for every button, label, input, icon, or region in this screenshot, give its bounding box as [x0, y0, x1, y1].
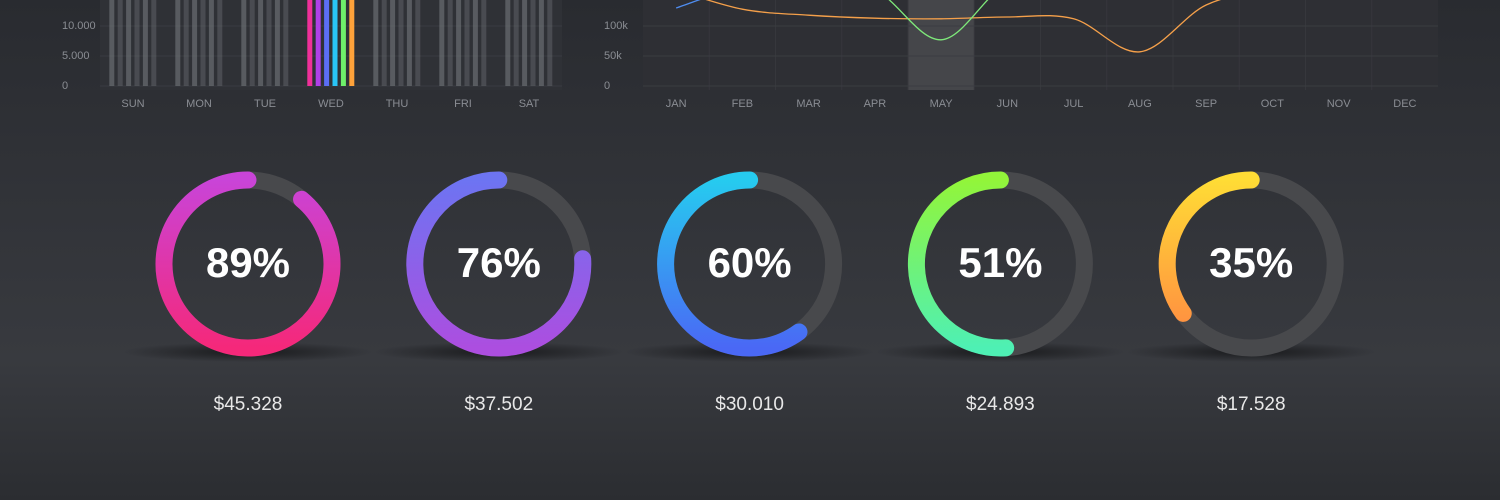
percent-label: 51% — [958, 239, 1042, 286]
bar — [117, 0, 123, 86]
y-tick-label: 15.000 — [62, 0, 96, 2]
percent-label: 89% — [206, 239, 290, 286]
percent-label: 35% — [1209, 239, 1293, 286]
y-tick-label: 5.000 — [62, 50, 90, 62]
x-tick-label: AUG — [1128, 98, 1152, 110]
x-tick-label: FEB — [732, 98, 753, 110]
x-tick-label: APR — [864, 98, 887, 110]
x-tick-label: WED — [318, 98, 344, 110]
bar — [538, 0, 544, 86]
bar — [381, 0, 387, 86]
bar — [464, 0, 470, 86]
amount-label: $24.893 — [966, 394, 1035, 415]
bar — [134, 0, 140, 86]
bar — [481, 0, 487, 86]
bar — [200, 0, 206, 86]
gauge-arc — [907, 171, 1015, 357]
bar — [192, 0, 198, 86]
bar — [547, 0, 553, 86]
bar — [142, 0, 148, 86]
x-tick-label: MON — [186, 98, 212, 110]
bar — [208, 0, 214, 86]
bar — [241, 0, 247, 86]
bar-plot-area — [100, 0, 562, 90]
bar — [415, 0, 421, 86]
x-tick-label: DEC — [1393, 98, 1416, 110]
bar — [307, 0, 313, 86]
x-tick-label: JUN — [997, 98, 1018, 110]
gauge-arc — [1158, 171, 1260, 322]
bar — [439, 0, 445, 86]
bar — [315, 0, 321, 86]
x-tick-label: SEP — [1195, 98, 1217, 110]
percent-label: 76% — [457, 239, 541, 286]
amount-label: $37.502 — [464, 394, 533, 415]
bar — [406, 0, 412, 86]
gauge-arc — [155, 171, 341, 357]
bar — [398, 0, 404, 86]
percent-label: 60% — [708, 239, 792, 286]
x-tick-label: JUL — [1064, 98, 1084, 110]
bar — [274, 0, 280, 86]
bar — [373, 0, 379, 86]
line — [705, 0, 1221, 53]
x-tick-label: SUN — [121, 98, 144, 110]
x-tick-label: NOV — [1327, 98, 1352, 110]
bar — [530, 0, 536, 86]
x-tick-label: THU — [386, 98, 409, 110]
y-tick-label: 100k — [604, 20, 628, 32]
gauge-arc — [657, 171, 808, 357]
bar — [447, 0, 453, 86]
bar — [126, 0, 132, 86]
y-tick-label: 0 — [62, 80, 68, 92]
bar — [151, 0, 157, 86]
bar — [390, 0, 396, 86]
bar — [266, 0, 272, 86]
bar — [349, 0, 355, 86]
bar — [513, 0, 519, 86]
amount-label: $45.328 — [214, 394, 283, 415]
bar — [324, 0, 330, 86]
x-tick-label: SAT — [519, 98, 540, 110]
y-tick-label: 50k — [604, 50, 622, 62]
x-tick-label: FRI — [454, 98, 472, 110]
bar — [332, 0, 338, 86]
bar — [283, 0, 289, 86]
bar — [258, 0, 264, 86]
bar — [109, 0, 115, 86]
bar — [183, 0, 189, 86]
amount-label: $17.528 — [1217, 394, 1286, 415]
bar — [472, 0, 478, 86]
y-tick-label: 0 — [604, 80, 610, 92]
amount-label: $30.010 — [715, 394, 784, 415]
x-tick-label: MAY — [930, 98, 954, 110]
gauge-arc — [406, 171, 592, 357]
x-tick-label: MAR — [796, 98, 821, 110]
bar — [175, 0, 181, 86]
y-tick-label: 150k — [604, 0, 628, 2]
bar — [522, 0, 528, 86]
y-tick-label: 10.000 — [62, 20, 96, 32]
x-tick-label: JAN — [666, 98, 687, 110]
x-tick-label: TUE — [254, 98, 276, 110]
x-tick-label: OCT — [1261, 98, 1285, 110]
highlight-band — [908, 0, 975, 90]
bar — [505, 0, 511, 86]
bar — [340, 0, 346, 86]
bar — [249, 0, 255, 86]
bar — [456, 0, 462, 86]
bar — [217, 0, 223, 86]
